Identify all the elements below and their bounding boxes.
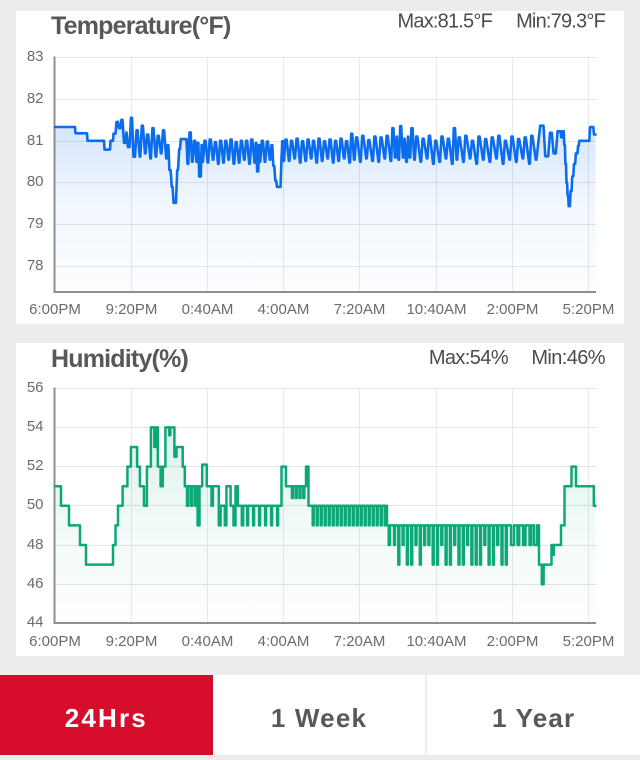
svg-text:Max:81.5°F: Max:81.5°F <box>398 11 493 33</box>
svg-text:2:00PM: 2:00PM <box>487 301 539 318</box>
svg-text:7:20AM: 7:20AM <box>334 301 386 318</box>
svg-text:83: 83 <box>27 48 44 65</box>
svg-text:79: 79 <box>27 215 44 232</box>
svg-text:5:20PM: 5:20PM <box>563 301 615 318</box>
svg-text:44: 44 <box>27 614 44 631</box>
svg-text:56: 56 <box>27 379 44 396</box>
svg-text:80: 80 <box>27 173 44 190</box>
svg-text:5:20PM: 5:20PM <box>563 633 615 650</box>
svg-text:4:00AM: 4:00AM <box>258 633 310 650</box>
svg-text:Min:79.3°F: Min:79.3°F <box>516 11 606 33</box>
svg-text:2:00PM: 2:00PM <box>487 633 539 650</box>
svg-text:Max:54%: Max:54% <box>429 347 509 369</box>
svg-text:10:40AM: 10:40AM <box>406 301 466 318</box>
svg-text:0:40AM: 0:40AM <box>182 301 234 318</box>
svg-text:78: 78 <box>27 257 44 274</box>
svg-text:46: 46 <box>27 575 44 592</box>
svg-text:4:00AM: 4:00AM <box>258 301 310 318</box>
svg-text:9:20PM: 9:20PM <box>106 633 158 650</box>
svg-text:52: 52 <box>27 457 44 474</box>
svg-text:Humidity(%): Humidity(%) <box>51 345 189 373</box>
svg-text:54: 54 <box>27 418 44 435</box>
svg-text:9:20PM: 9:20PM <box>106 301 158 318</box>
svg-text:6:00PM: 6:00PM <box>29 633 81 650</box>
svg-text:48: 48 <box>27 536 44 553</box>
svg-text:6:00PM: 6:00PM <box>29 301 81 318</box>
svg-text:Temperature(°F): Temperature(°F) <box>51 12 231 40</box>
svg-text:81: 81 <box>27 132 44 149</box>
svg-text:82: 82 <box>27 90 44 107</box>
svg-text:Min:46%: Min:46% <box>531 347 605 369</box>
svg-text:10:40AM: 10:40AM <box>406 633 466 650</box>
svg-text:0:40AM: 0:40AM <box>182 633 234 650</box>
svg-text:50: 50 <box>27 496 44 513</box>
svg-text:7:20AM: 7:20AM <box>334 633 386 650</box>
